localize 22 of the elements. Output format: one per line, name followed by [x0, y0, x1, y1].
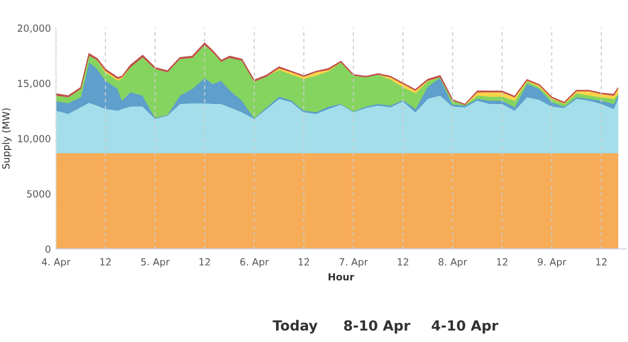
y-axis-title: Supply (MW) [2, 108, 12, 169]
y-tick-label: 10,000 [18, 134, 50, 144]
x-tick-label: 4. Apr [42, 258, 70, 268]
x-tick-label: 12 [596, 258, 607, 266]
y-tick-label: 15,000 [18, 80, 50, 88]
x-tick-label: 12 [200, 258, 210, 266]
y-tick-label: 5000 [27, 190, 50, 198]
y-tick-label: 0 [45, 245, 50, 253]
text: 8-10 Apr [344, 320, 410, 334]
x-tick-label: 5. Apr [141, 258, 170, 268]
text: 4-10 Apr [432, 320, 498, 334]
x-tick-label: 12 [298, 258, 310, 266]
text: Today [272, 320, 318, 334]
x-tick-label: 7. Apr [340, 258, 368, 268]
y-tick-label: 20,000 [18, 24, 50, 33]
x-tick-label: 6. Apr [240, 258, 269, 268]
x-tick-label: 12 [497, 258, 508, 266]
x-tick-label: 12 [398, 258, 408, 266]
x-tick-label: 12 [100, 258, 111, 266]
x-axis-title: Hour [328, 273, 354, 280]
x-tick-label: 9. Apr [538, 258, 566, 268]
x-tick-label: 8. Apr [438, 258, 468, 268]
